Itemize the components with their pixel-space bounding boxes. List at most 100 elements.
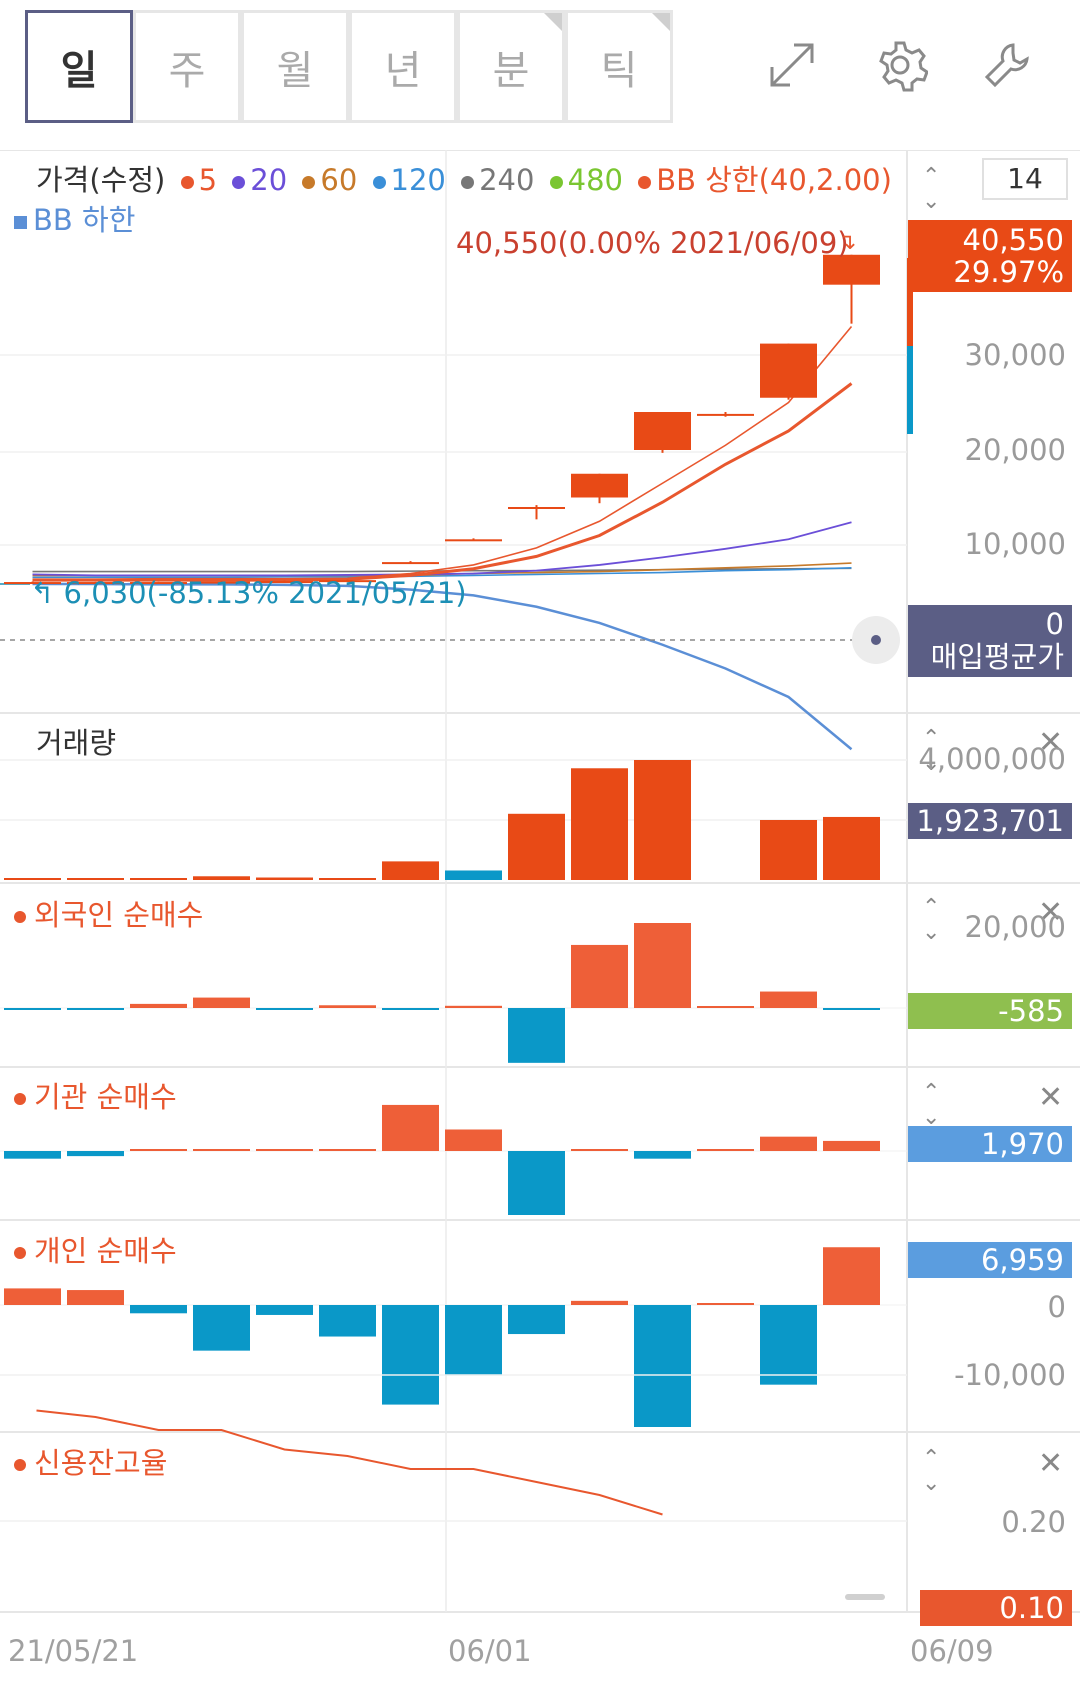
period-input[interactable]: 14 xyxy=(982,158,1068,200)
price-y-tick: 10,000 xyxy=(964,527,1066,561)
foreign-bar xyxy=(823,1008,880,1010)
volume-bar xyxy=(67,878,124,880)
price-y-tick: 20,000 xyxy=(964,433,1066,467)
candle-body xyxy=(634,412,691,450)
retail-bar xyxy=(760,1305,817,1385)
close-icon[interactable]: ✕ xyxy=(1038,895,1064,930)
institution-bar xyxy=(130,1149,187,1151)
retail-bar xyxy=(4,1288,61,1305)
foreign-bar xyxy=(319,1005,376,1008)
avg-price-value: 0 xyxy=(1045,607,1064,641)
avg-price-marker xyxy=(871,635,881,645)
x-date-label: 06/09 xyxy=(910,1634,994,1668)
retail-y-tick: -10,000 xyxy=(954,1358,1066,1392)
institution-bar xyxy=(571,1149,628,1151)
bb-upper-line xyxy=(32,325,853,581)
volume-bar xyxy=(319,878,376,880)
retail-bar xyxy=(130,1305,187,1314)
ma120-legend: 120 xyxy=(372,163,446,197)
close-icon[interactable]: ✕ xyxy=(1038,1080,1064,1115)
tab-label: 년 xyxy=(384,47,422,94)
current-price: 40,550 xyxy=(962,223,1064,257)
volume-bar xyxy=(193,876,250,880)
foreign-bar xyxy=(193,997,250,1008)
resize-arrows-icon[interactable]: ⌃ ⌄ xyxy=(922,164,941,214)
retail-bar xyxy=(67,1290,124,1305)
tab-label: 월 xyxy=(276,47,314,94)
candle-body xyxy=(571,473,628,498)
foreign-bar xyxy=(445,1005,502,1008)
volume-bar xyxy=(634,760,691,880)
volume-bar xyxy=(130,878,187,880)
ma20-line xyxy=(32,521,852,577)
foreign-y-tick: 20,000 xyxy=(964,910,1066,944)
ma5-line xyxy=(32,382,853,582)
volume-bar xyxy=(256,877,313,880)
candle-body xyxy=(823,254,880,285)
stock-chart[interactable] xyxy=(0,150,1080,1681)
candle-body xyxy=(4,582,61,585)
avg-price-label: 매입평균가 xyxy=(930,640,1064,674)
volume-bar xyxy=(571,768,628,880)
volume-bar xyxy=(382,861,439,880)
foreign-bar xyxy=(67,1008,124,1010)
close-icon[interactable]: ✕ xyxy=(1038,1446,1064,1481)
foreign-bar xyxy=(697,1006,754,1008)
x-date-label: 06/01 xyxy=(448,1634,532,1668)
tab-minute[interactable]: 분 xyxy=(457,10,565,123)
volume-bar xyxy=(4,878,61,880)
institution-bar xyxy=(508,1151,565,1215)
institution-bar xyxy=(319,1149,376,1151)
price-y-tick: 30,000 xyxy=(964,338,1066,372)
wrench-icon[interactable] xyxy=(972,30,1042,100)
volume-badge: 1,923,701 xyxy=(908,803,1072,839)
resize-arrows-icon[interactable]: ⌃ ⌄ xyxy=(922,1080,941,1130)
foreign-bar xyxy=(130,1003,187,1008)
price-legend: 가격(수정) 5 20 60 120 240 480 BB 상한(40,2.00… xyxy=(36,157,898,199)
low-annotation: ↰ 6,030(-85.13% 2021/05/21) xyxy=(30,576,467,610)
institution-bar xyxy=(67,1151,124,1157)
resize-arrows-icon[interactable]: ⌃ ⌄ xyxy=(922,895,941,945)
institution-bar xyxy=(193,1149,250,1151)
scroll-handle xyxy=(845,1594,885,1600)
institution-bar xyxy=(4,1151,61,1159)
foreign-bar xyxy=(4,1008,61,1010)
price-axis-down-bar xyxy=(907,346,913,434)
gear-icon[interactable] xyxy=(865,30,935,100)
volume-bar xyxy=(508,813,565,880)
resize-arrows-icon[interactable]: ⌃ ⌄ xyxy=(922,1446,941,1496)
candle-body xyxy=(67,582,124,585)
retail-bar xyxy=(319,1305,376,1337)
institution-badge: 1,970 xyxy=(908,1126,1072,1162)
price-axis-up-bar xyxy=(907,258,913,346)
credit-title: 신용잔고율 xyxy=(14,1440,167,1482)
tab-tick[interactable]: 틱 xyxy=(565,10,673,123)
credit-y-tick: 0.20 xyxy=(1001,1505,1066,1539)
credit-ratio-line xyxy=(36,1409,663,1516)
close-icon[interactable]: ✕ xyxy=(1038,725,1064,760)
resize-arrows-icon[interactable]: ⌃ ⌄ xyxy=(922,726,941,776)
foreign-bar xyxy=(634,923,691,1008)
ma480-legend: 480 xyxy=(549,163,623,197)
low-arrow-icon: ↰ xyxy=(30,576,64,610)
tab-label: 틱 xyxy=(600,47,638,94)
institution-bar xyxy=(634,1151,691,1159)
high-annotation: 40,550(0.00% 2021/06/09) xyxy=(456,226,849,260)
tab-yearly[interactable]: 년 xyxy=(349,10,457,123)
avg-price-badge: 0 매입평균가 xyxy=(908,605,1072,677)
retail-title: 개인 순매수 xyxy=(14,1228,177,1270)
expand-icon[interactable] xyxy=(757,30,827,100)
retail-bar xyxy=(823,1247,880,1305)
dropdown-corner-icon xyxy=(544,13,562,31)
retail-y-tick: 0 xyxy=(1047,1290,1066,1324)
foreign-bar xyxy=(508,1008,565,1063)
tab-daily[interactable]: 일 xyxy=(25,10,133,123)
volume-bar xyxy=(760,820,817,880)
retail-bar xyxy=(193,1305,250,1351)
tab-weekly[interactable]: 주 xyxy=(133,10,241,123)
tab-monthly[interactable]: 월 xyxy=(241,10,349,123)
foreign-bar xyxy=(760,991,817,1008)
ma5-legend: 5 xyxy=(180,163,217,197)
current-change: 29.97% xyxy=(953,255,1064,289)
candle-body xyxy=(760,343,817,398)
